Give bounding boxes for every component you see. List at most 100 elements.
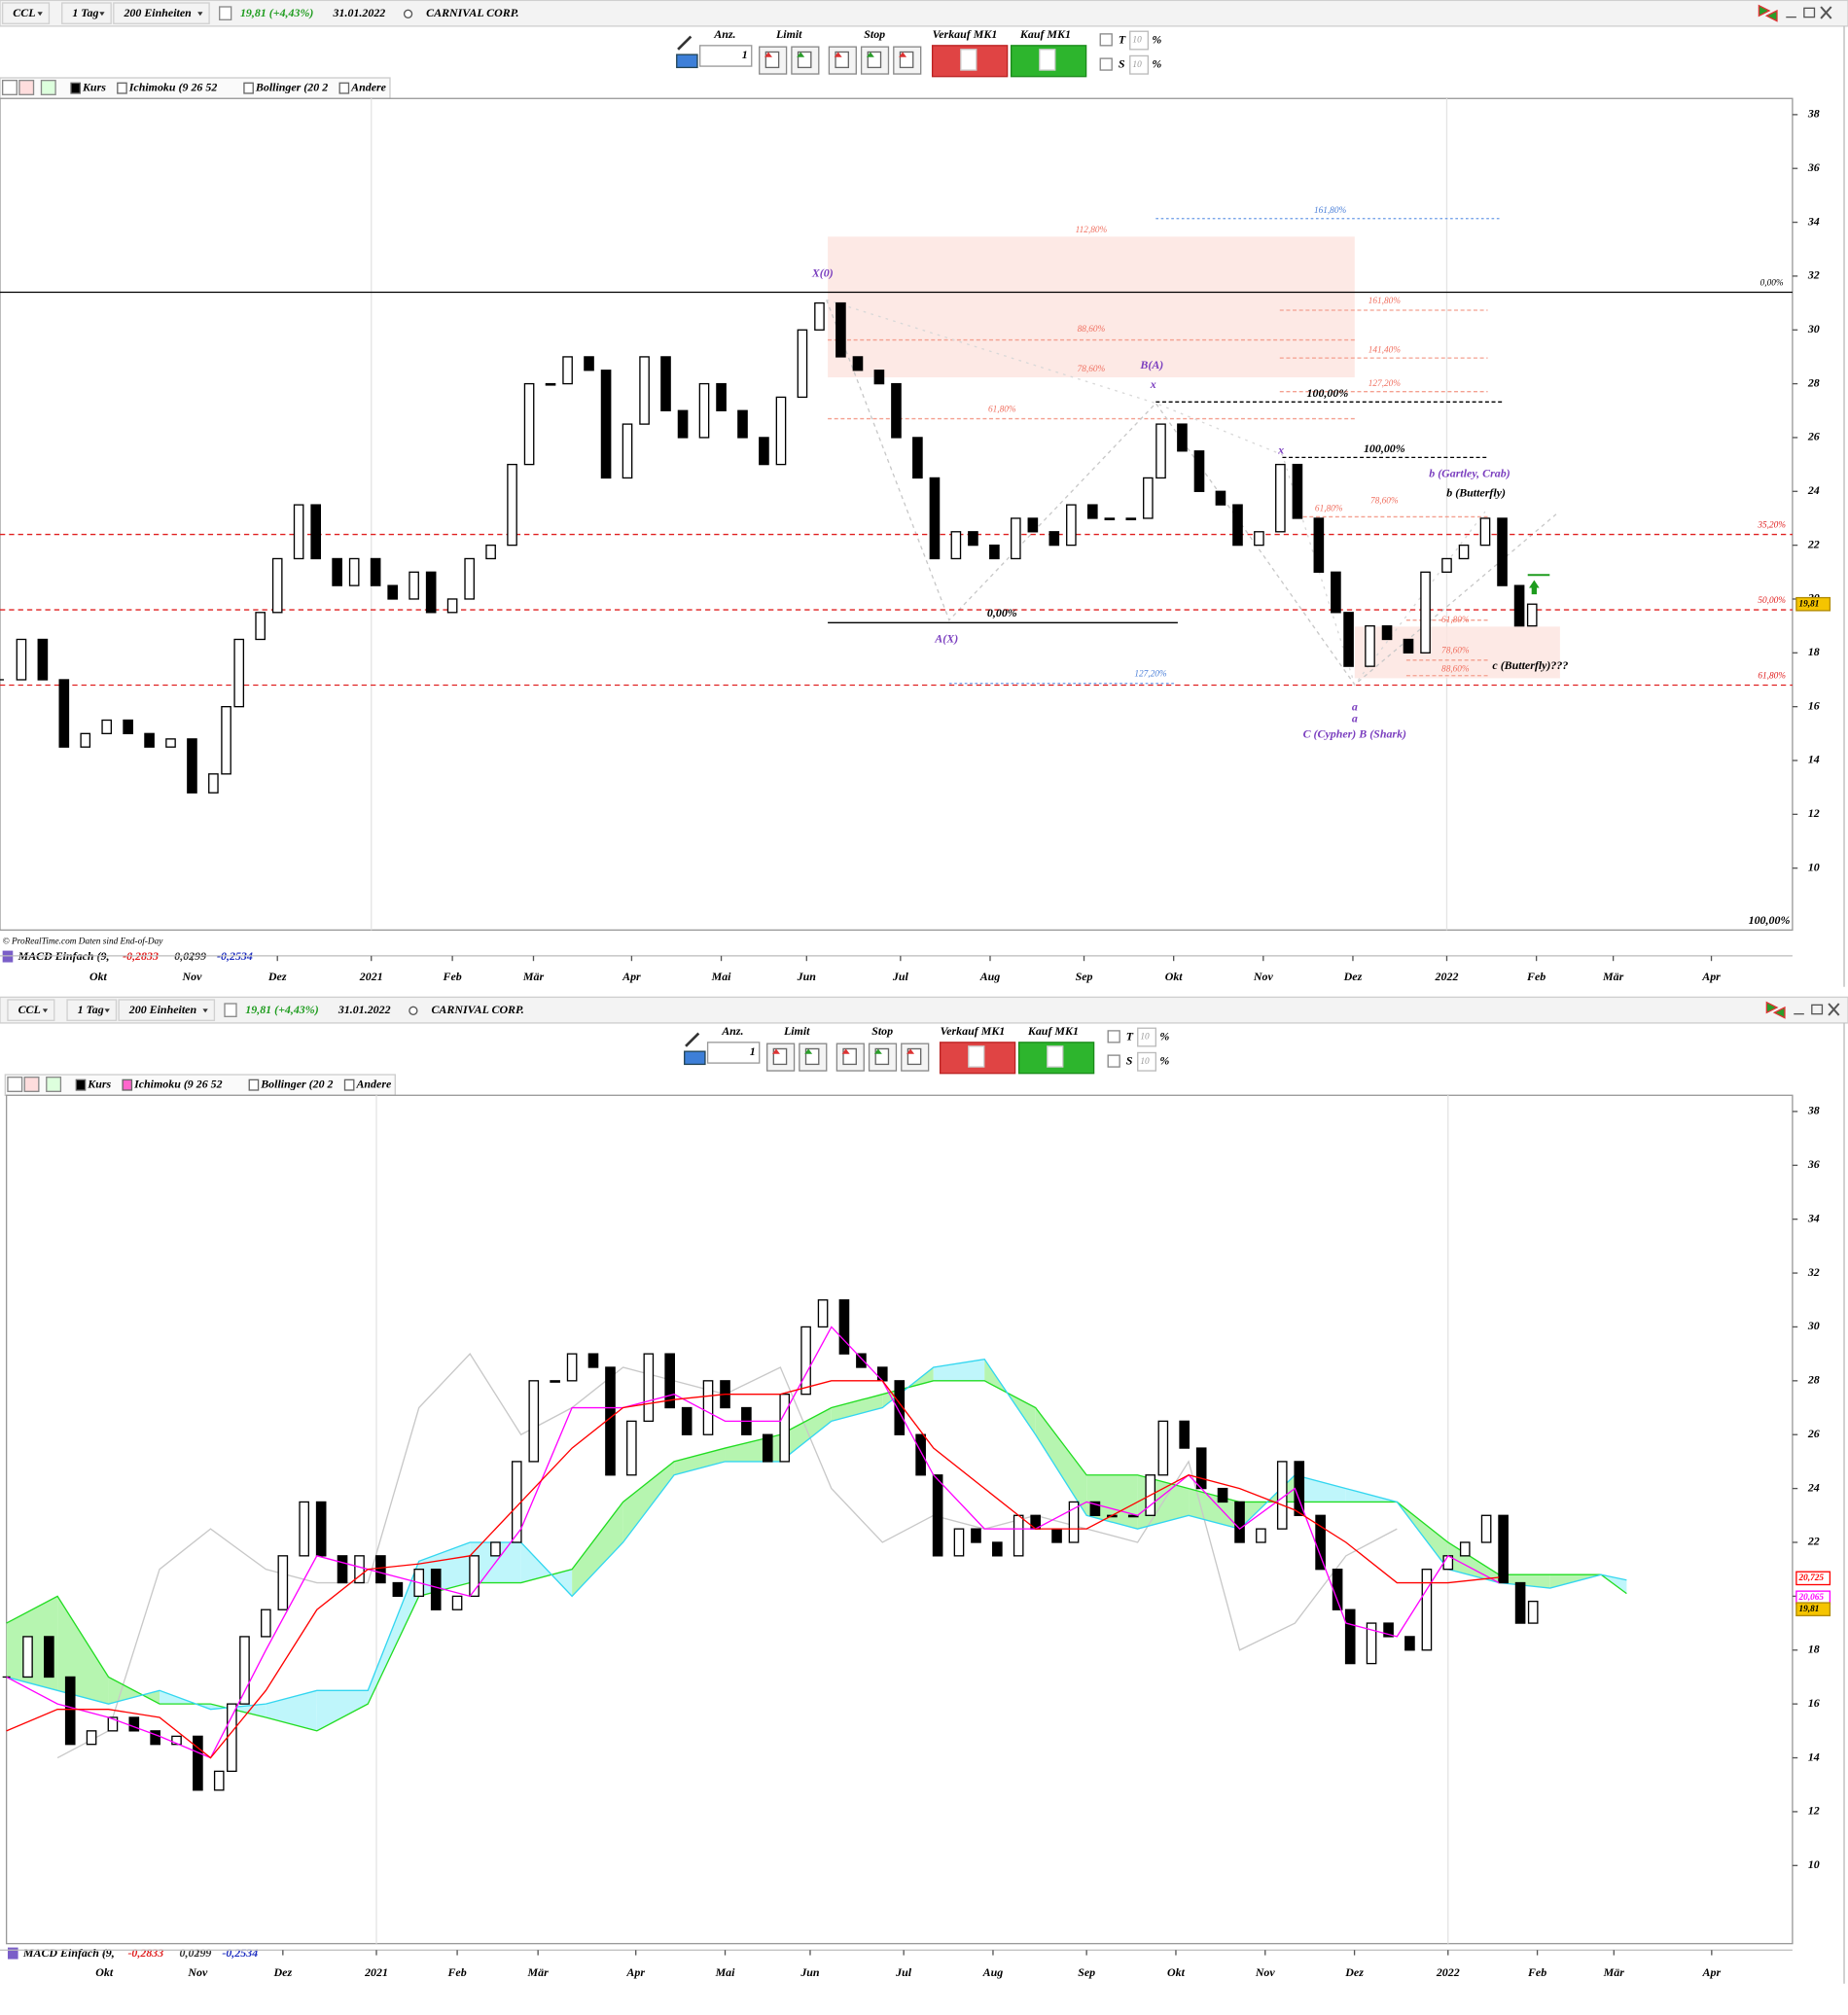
legend-checkbox[interactable]	[338, 82, 350, 94]
x-tick-label: Jun	[797, 970, 817, 983]
chart-tool[interactable]	[23, 1077, 40, 1092]
y-tick-label: 16	[1808, 1696, 1820, 1710]
x-tick-label: Dez	[273, 1965, 293, 1979]
annotation: 78,60%	[1441, 647, 1470, 656]
y-tick-label: 30	[1807, 322, 1820, 336]
cloud	[572, 1502, 623, 1597]
candle	[1331, 571, 1341, 614]
sell-icon	[968, 1045, 985, 1068]
annotation: 161,80%	[1314, 206, 1347, 216]
legend-checkbox[interactable]	[248, 1078, 260, 1091]
candle	[430, 1569, 442, 1610]
dropdown-arrow	[197, 12, 203, 17]
pct-input[interactable]	[1129, 30, 1150, 51]
annotation: 0,00%	[987, 606, 1017, 619]
keypad-icon[interactable]	[684, 1050, 706, 1066]
qty-label: Anz.	[713, 27, 735, 41]
x-tick-label: Mär	[522, 970, 545, 983]
y-tick-label: 14	[1808, 1750, 1820, 1763]
order-arrow	[873, 1048, 882, 1054]
dropdown-label: 1 Tag	[72, 6, 98, 19]
x-tick-label: Okt	[1167, 1965, 1186, 1979]
legend-checkbox[interactable]	[75, 1078, 87, 1091]
dropdown[interactable]	[1, 2, 51, 24]
candle	[584, 356, 594, 371]
pct-input[interactable]	[1137, 1027, 1156, 1047]
dropdown[interactable]	[7, 999, 55, 1021]
candle	[762, 1433, 773, 1463]
candle	[950, 531, 962, 560]
order-arrow	[764, 52, 772, 57]
pct-input[interactable]	[1137, 1051, 1156, 1072]
legend-checkbox[interactable]	[70, 82, 81, 94]
app-logo[interactable]	[1758, 4, 1778, 22]
instrument-name: CARNIVAL CORP.	[431, 1003, 523, 1016]
candle	[123, 719, 133, 734]
pct-input[interactable]	[1129, 54, 1150, 75]
chart-tool[interactable]	[40, 80, 56, 95]
candle	[208, 773, 219, 794]
checkbox[interactable]	[1107, 1030, 1120, 1043]
legend-item[interactable]: Andere	[350, 80, 387, 93]
qty-input[interactable]	[698, 45, 753, 67]
annotation: a	[1352, 700, 1358, 714]
y-tick-label: 18	[1808, 1642, 1820, 1655]
keypad-icon[interactable]	[676, 53, 698, 69]
dropdown[interactable]	[66, 999, 118, 1021]
x-tick-label: Nov	[187, 1965, 208, 1979]
buy-label: Kauf MK1	[1019, 27, 1071, 41]
legend-checkbox[interactable]	[243, 82, 254, 94]
wrench-icon[interactable]	[685, 1032, 700, 1047]
legend-item[interactable]: Bollinger (20 2	[255, 80, 328, 93]
checkbox[interactable]	[1107, 1054, 1120, 1068]
checkbox-label: T	[1119, 32, 1126, 46]
legend-item[interactable]: Ichimoku (9 26 52	[128, 80, 218, 93]
candle	[64, 1676, 76, 1746]
candle	[1383, 1622, 1394, 1638]
dropdown[interactable]	[113, 2, 210, 24]
plot-area	[0, 97, 1794, 931]
restore-button[interactable]	[1803, 7, 1816, 18]
y-tick-label: 18	[1808, 645, 1820, 658]
candle	[1441, 557, 1452, 573]
checkbox[interactable]	[1099, 33, 1113, 47]
chart-tool[interactable]	[18, 80, 35, 95]
y-tick-label: 10	[1808, 1857, 1820, 1871]
dropdown[interactable]	[61, 2, 112, 24]
legend-item[interactable]: Kurs	[82, 80, 106, 93]
pct-value: 10	[1140, 1057, 1150, 1067]
legend-checkbox[interactable]	[122, 1078, 133, 1091]
candle	[1193, 450, 1205, 492]
candle	[58, 679, 70, 748]
legend-item[interactable]: Kurs	[87, 1077, 111, 1090]
legend-item[interactable]: Ichimoku (9 26 52	[133, 1077, 223, 1090]
wrench-icon[interactable]	[677, 35, 693, 51]
app-logo[interactable]	[1765, 1001, 1786, 1019]
annotation: a	[1352, 712, 1358, 725]
legend-checkbox[interactable]	[117, 82, 127, 94]
legend-item[interactable]: Bollinger (20 2	[260, 1077, 333, 1090]
candle	[664, 1353, 675, 1409]
dropdown-arrow	[42, 1008, 49, 1013]
buy-icon	[1047, 1045, 1064, 1068]
close-button[interactable]	[1828, 1003, 1840, 1016]
annotation: A(X)	[934, 631, 958, 645]
dropdown[interactable]	[118, 999, 216, 1021]
legend-item[interactable]: Andere	[355, 1077, 392, 1090]
candle	[1127, 1514, 1139, 1518]
restore-button[interactable]	[1811, 1004, 1824, 1015]
candle	[1381, 624, 1393, 641]
qty-input[interactable]	[706, 1042, 761, 1064]
chart-tool[interactable]	[46, 1077, 62, 1092]
annotation: 78,60%	[1370, 497, 1399, 507]
legend-checkbox[interactable]	[343, 1078, 355, 1091]
chart-tool[interactable]	[7, 1077, 23, 1092]
dropdown-label: 1 Tag	[78, 1003, 104, 1016]
close-button[interactable]	[1820, 6, 1832, 19]
indicator-value: -0,2833	[127, 1946, 163, 1960]
checkbox[interactable]	[1099, 57, 1113, 71]
candle	[1527, 1600, 1539, 1624]
chart-tool[interactable]	[1, 80, 18, 95]
candle	[797, 329, 808, 399]
candle	[446, 598, 458, 614]
